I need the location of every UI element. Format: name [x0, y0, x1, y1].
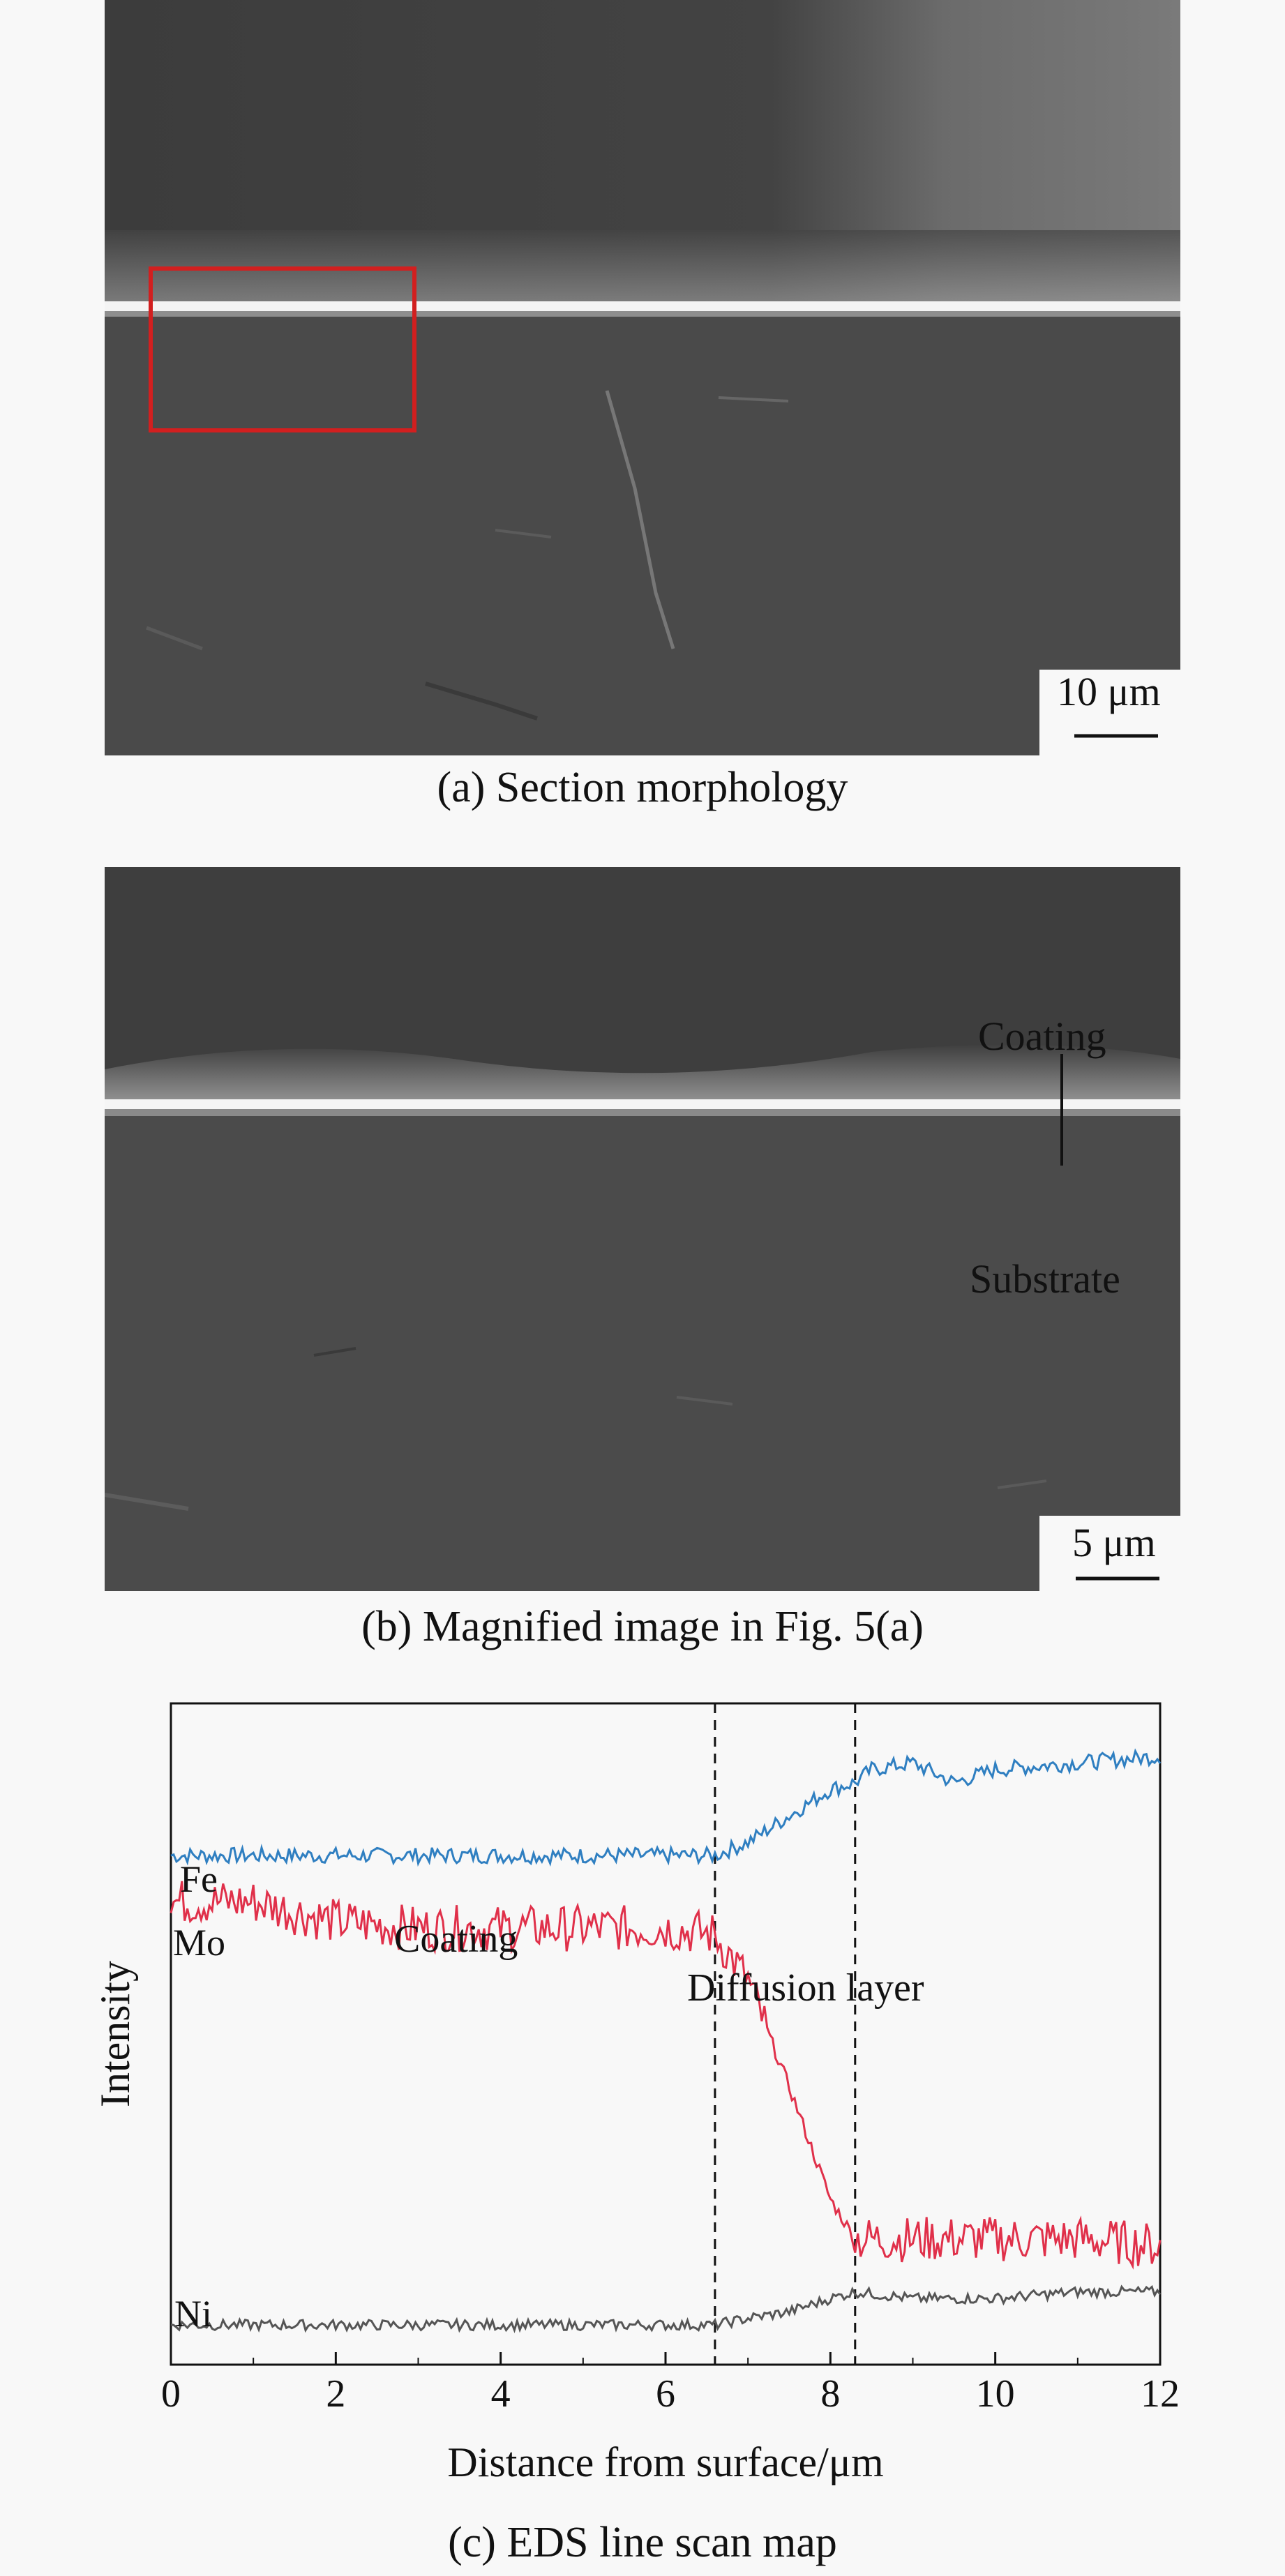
series-line-fe [170, 1748, 1162, 1867]
y-axis-label: Intensity [92, 1961, 138, 2107]
x-tick-label: 12 [1141, 2372, 1180, 2416]
x-tick-label: 4 [491, 2372, 511, 2416]
coating-label-b: Coating [978, 1014, 1106, 1059]
series-label-ni: Ni [174, 2293, 212, 2335]
caption-a: (a) Section morphology [437, 764, 848, 811]
series-label-fe: Fe [180, 1858, 218, 1900]
region-label-coating: Coating [394, 1918, 518, 1961]
scale-bar-background [1039, 670, 1180, 755]
x-axis-label: Distance from surface/μm [447, 2439, 883, 2485]
magnified-region-box [149, 266, 416, 432]
sem-image-a [105, 0, 1180, 755]
x-tick-label: 8 [820, 2372, 840, 2416]
eds-line-chart: 0 2 4 6 8 10 12 Distance from surface/μm Intensi… [92, 1702, 1180, 2485]
sem-image-b-graphic [105, 867, 1180, 1591]
x-tick-label: 2 [326, 2372, 345, 2416]
x-tick-label: 10 [976, 2372, 1015, 2416]
scale-bar-label-b: 5 μm [1072, 1520, 1156, 1565]
sem-image-b [105, 867, 1180, 1591]
sem-image-a-graphic [105, 0, 1180, 755]
scale-bar-label-a: 10 μm [1057, 669, 1161, 714]
plot-frame [170, 1702, 1162, 2366]
series-label-mo: Mo [173, 1922, 225, 1964]
caption-b: (b) Magnified image in Fig. 5(a) [361, 1603, 924, 1650]
series-line-ni [170, 2284, 1162, 2334]
x-tick-label: 0 [161, 2372, 181, 2416]
substrate-label-b: Substrate [970, 1256, 1120, 1302]
region-label-diffusion: Diffusion layer [687, 1966, 924, 2010]
x-tick-label: 6 [656, 2372, 675, 2416]
series-line-mo [170, 1881, 1162, 2270]
caption-c: (c) EDS line scan map [448, 2519, 837, 2566]
